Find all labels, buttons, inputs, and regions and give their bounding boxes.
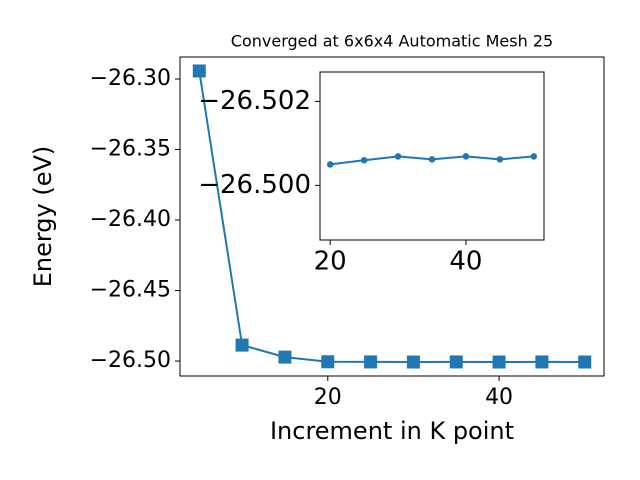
y-axis-label: Energy (eV) — [29, 146, 57, 288]
x-tick-label: 40 — [485, 385, 513, 410]
y-tick-label: −26.30 — [90, 66, 171, 91]
marker — [235, 338, 249, 352]
y-tick-label: −26.502 — [198, 86, 311, 116]
marker — [492, 355, 506, 369]
y-tick-label: −26.40 — [90, 207, 171, 232]
marker — [406, 355, 420, 369]
marker — [535, 355, 549, 369]
marker — [428, 156, 436, 163]
y-tick-label: −26.500 — [198, 170, 311, 200]
marker — [462, 153, 470, 160]
y-tick-label: −26.45 — [90, 278, 171, 303]
plot-area — [319, 71, 545, 241]
marker — [360, 156, 368, 164]
x-axis-label: Increment in K point — [270, 417, 514, 445]
y-tick-label: −26.35 — [90, 137, 171, 162]
y-tick-label: −26.50 — [90, 348, 171, 373]
marker — [192, 64, 206, 78]
marker — [394, 153, 402, 160]
x-tick-label: 20 — [314, 385, 342, 410]
marker — [364, 355, 378, 369]
marker — [321, 355, 335, 369]
x-tick-label: 40 — [449, 247, 482, 277]
x-tick-label: 20 — [314, 247, 347, 277]
marker — [578, 355, 592, 369]
marker — [449, 355, 463, 369]
marker — [530, 153, 538, 160]
series-line — [198, 70, 585, 364]
chart-title: Converged at 6x6x4 Automatic Mesh 25 — [231, 32, 553, 51]
marker — [326, 161, 334, 168]
marker — [278, 350, 292, 364]
marker — [496, 156, 504, 163]
